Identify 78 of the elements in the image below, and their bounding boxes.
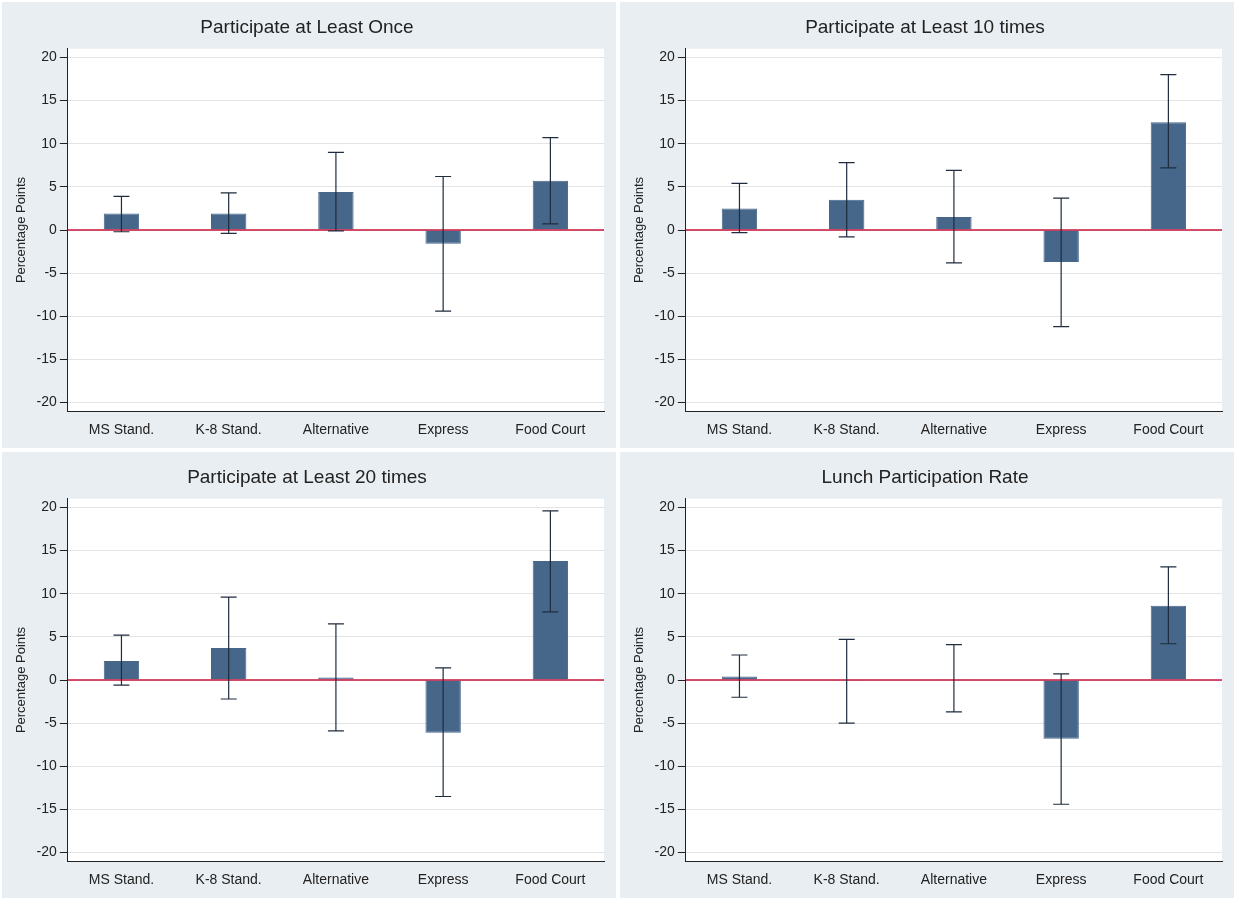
chart-title: Participate at Least 20 times (187, 465, 427, 487)
bar (318, 192, 354, 230)
x-tick-label: Food Court (1133, 871, 1204, 888)
bar (1043, 680, 1079, 739)
y-tick-label: 0 (49, 220, 58, 237)
y-tick-label: 10 (41, 134, 58, 151)
y-tick-label: 0 (667, 220, 676, 237)
x-tick-label: K-8 Stand. (813, 421, 880, 438)
y-axis-title: Percentage Points (13, 626, 29, 734)
x-tick-label: Express (417, 871, 469, 888)
y-tick-label: -15 (654, 350, 676, 367)
y-tick-label: -10 (654, 307, 676, 324)
y-tick-label: 5 (667, 177, 676, 194)
y-tick-label: -15 (36, 800, 58, 817)
x-tick-label: MS Stand. (88, 871, 155, 888)
x-tick-label: MS Stand. (88, 421, 155, 438)
x-tick-label: Express (417, 421, 469, 438)
y-tick-label: -20 (36, 393, 58, 410)
x-tick-label: Food Court (515, 871, 586, 888)
y-tick-label: 5 (49, 627, 58, 644)
bar (103, 213, 140, 230)
y-tick-label: 0 (667, 670, 676, 687)
y-axis-title: Percentage Points (631, 176, 647, 284)
x-tick-label: MS Stand. (706, 871, 773, 888)
y-tick-label: -5 (662, 264, 676, 280)
y-tick-label: -15 (36, 350, 58, 367)
y-tick-label: -20 (36, 843, 58, 860)
x-tick-label: Alternative (920, 421, 988, 438)
bar (210, 648, 247, 680)
bar (103, 661, 140, 680)
y-tick-label: 20 (659, 48, 676, 65)
x-tick-label: MS Stand. (706, 421, 773, 438)
x-tick-label: Alternative (302, 421, 370, 438)
bar (721, 208, 758, 230)
bar (425, 680, 461, 733)
x-tick-label: Alternative (920, 871, 988, 888)
y-tick-label: -5 (44, 714, 58, 730)
y-tick-label: -5 (44, 264, 58, 280)
y-tick-label: 20 (41, 498, 58, 515)
y-tick-label: 15 (659, 91, 676, 108)
y-tick-label: 10 (659, 584, 676, 601)
y-tick-label: -10 (36, 757, 58, 774)
bar (828, 199, 865, 230)
y-axis-title: Percentage Points (631, 626, 647, 734)
y-axis-title: Percentage Points (13, 176, 29, 284)
y-tick-label: -20 (654, 393, 676, 410)
y-tick-label: -20 (654, 843, 676, 860)
y-tick-label: 5 (49, 177, 58, 194)
y-tick-label: 15 (41, 91, 58, 108)
chart-title: Participate at Least Once (200, 15, 414, 37)
x-tick-label: Food Court (515, 421, 586, 438)
chart-title: Lunch Participation Rate (821, 465, 1029, 487)
x-tick-label: K-8 Stand. (813, 871, 880, 888)
y-tick-label: 20 (41, 48, 58, 65)
y-tick-label: 15 (41, 541, 58, 558)
y-tick-label: 0 (49, 670, 58, 687)
bar (1150, 605, 1187, 680)
y-tick-label: -5 (662, 714, 676, 730)
chart-title: Participate at Least 10 times (805, 15, 1045, 37)
x-tick-label: K-8 Stand. (195, 871, 262, 888)
y-tick-label: 5 (667, 627, 676, 644)
bar (532, 180, 569, 230)
y-tick-label: 10 (659, 134, 676, 151)
y-tick-label: -15 (654, 800, 676, 817)
y-tick-label: 15 (659, 541, 676, 558)
x-tick-label: Express (1035, 871, 1087, 888)
y-tick-label: -10 (654, 757, 676, 774)
bar (210, 213, 247, 230)
y-tick-label: 10 (41, 584, 58, 601)
y-tick-label: -10 (36, 307, 58, 324)
bar (532, 560, 569, 680)
bar (1150, 122, 1187, 230)
x-tick-label: Food Court (1133, 421, 1204, 438)
x-tick-label: Express (1035, 421, 1087, 438)
bar (1043, 230, 1079, 262)
x-tick-label: Alternative (302, 871, 370, 888)
x-tick-label: K-8 Stand. (195, 421, 262, 438)
y-tick-label: 20 (659, 498, 676, 515)
